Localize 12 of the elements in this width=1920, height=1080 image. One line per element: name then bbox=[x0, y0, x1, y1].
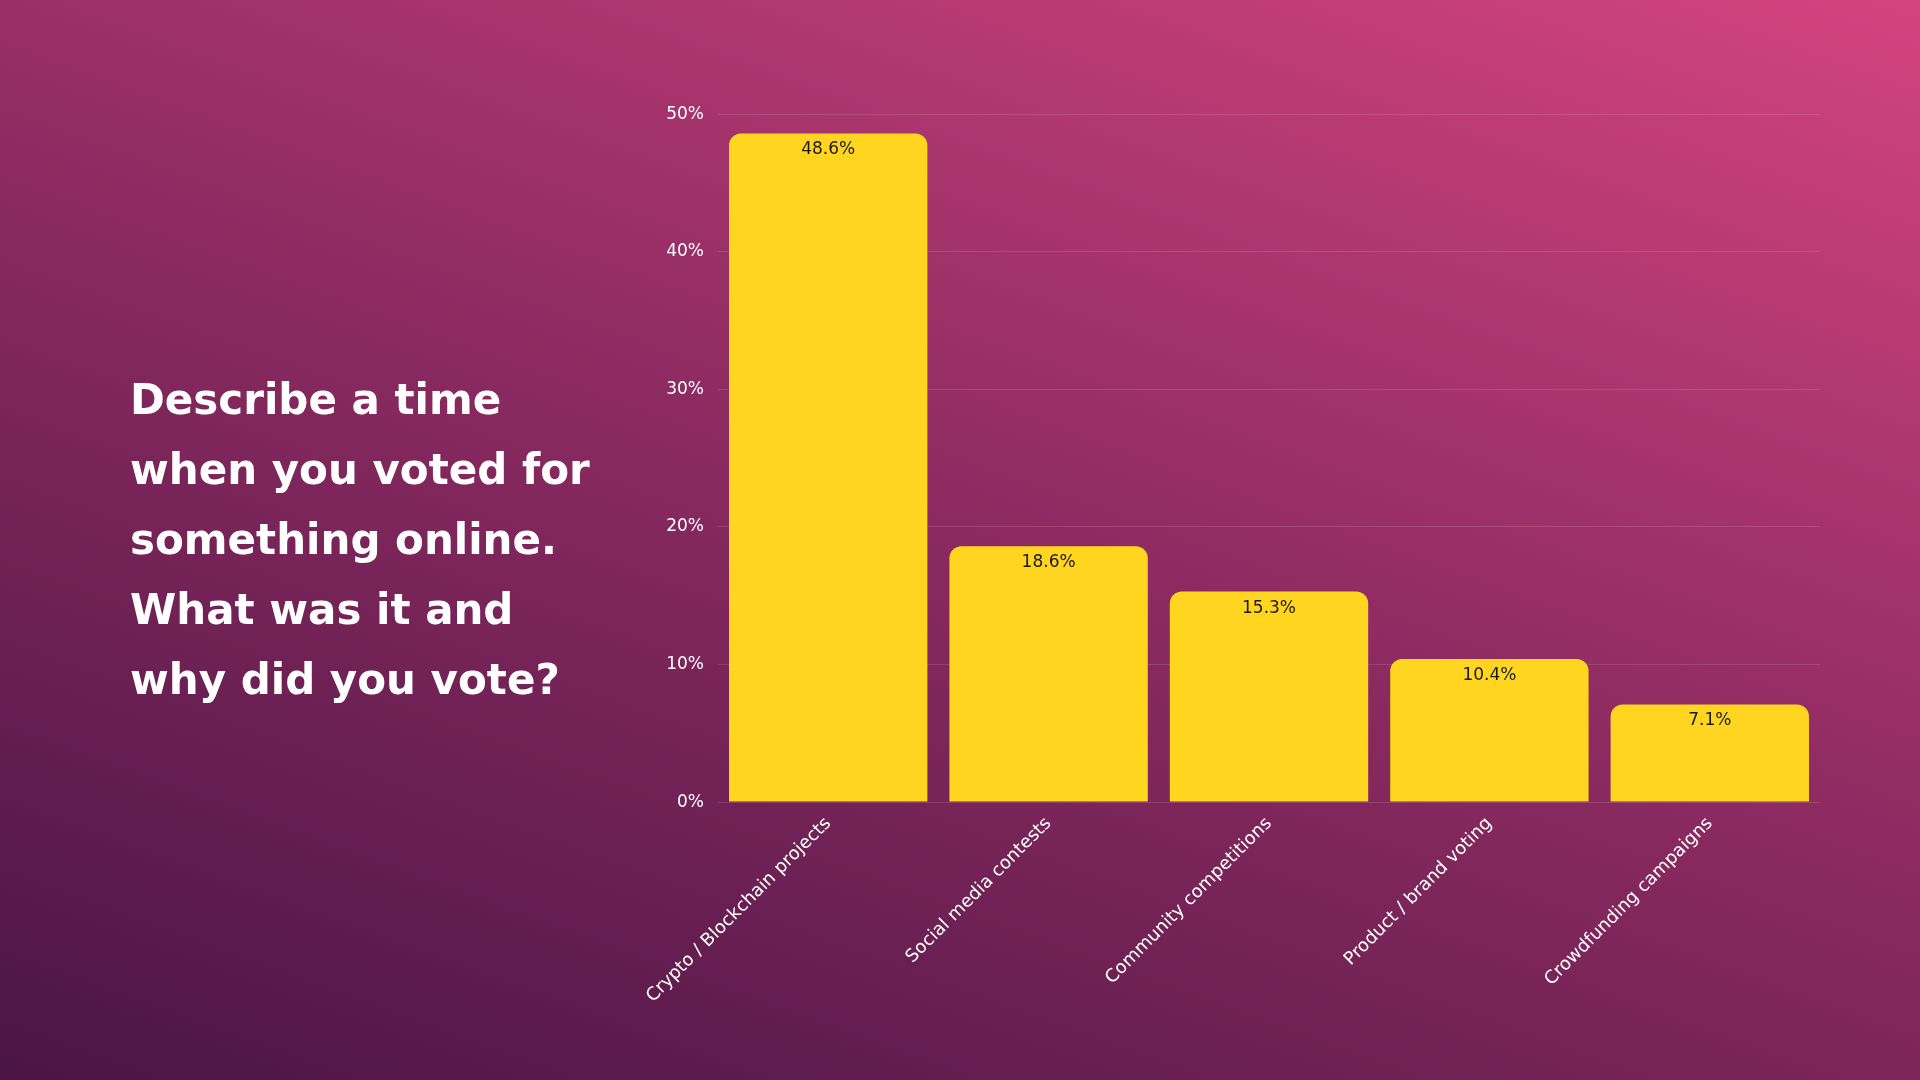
data-label: 48.6% bbox=[801, 138, 856, 159]
data-label: 18.6% bbox=[1021, 551, 1076, 572]
y-tick-label: 50% bbox=[666, 102, 705, 123]
y-tick-label: 0% bbox=[677, 790, 705, 811]
y-tick-label: 30% bbox=[666, 377, 705, 398]
data-label: 10.4% bbox=[1462, 663, 1517, 684]
y-tick-label: 20% bbox=[666, 515, 705, 536]
y-tick-label: 10% bbox=[666, 652, 705, 673]
text: Describe a time when you voted for something online. What was it and why did you vote? bbox=[130, 374, 591, 706]
data-label: 15.3% bbox=[1242, 596, 1297, 617]
y-tick-label: 40% bbox=[666, 240, 705, 261]
data-label: 7.1% bbox=[1688, 709, 1732, 730]
